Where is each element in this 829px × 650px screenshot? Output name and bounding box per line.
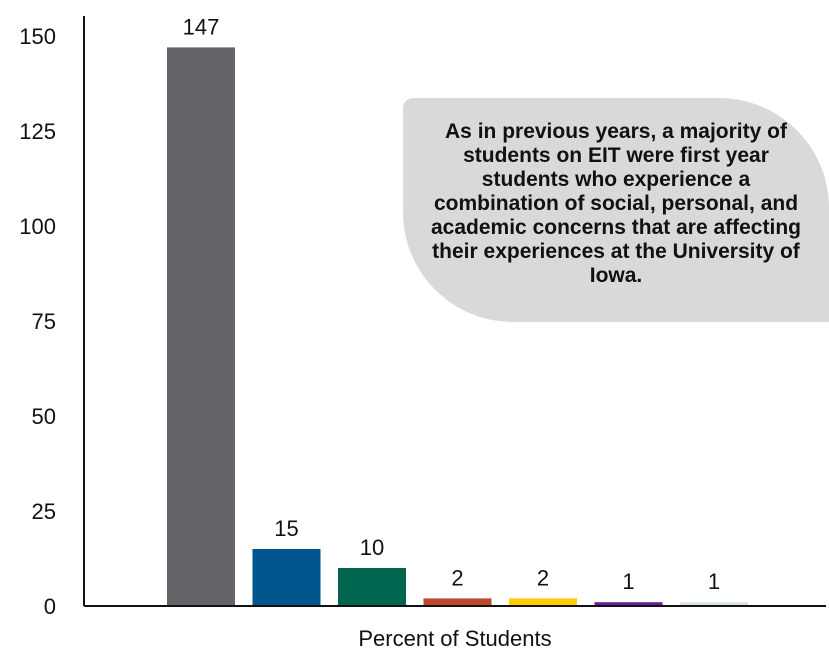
y-tick-label: 150 [19,24,56,49]
bar-value-label: 2 [537,565,549,590]
bar-value-label: 147 [183,14,220,39]
annotation-text: As in previous years, a majority of stud… [431,120,801,287]
y-axis-ticks: 0 25 50 75 100 125 150 [19,24,56,619]
bar-value-label: 2 [451,565,463,590]
y-tick-label: 100 [19,214,56,239]
x-axis-label: Percent of Students [358,626,551,650]
bar [423,598,492,606]
annotation-callout: As in previous years, a majority of stud… [403,98,829,322]
bar-value-label: 1 [622,569,634,594]
y-tick-label: 125 [19,119,56,144]
bar-value-label: 10 [360,535,384,560]
y-tick-label: 50 [32,404,56,429]
bar [252,549,321,606]
y-tick-label: 25 [32,499,56,524]
bar [167,47,235,606]
y-tick-label: 75 [32,309,56,334]
bar [594,602,663,606]
bar [680,602,748,606]
data-labels: 147 15 10 2 2 1 1 [183,14,720,594]
y-tick-label: 0 [44,594,56,619]
bar-value-label: 15 [274,516,298,541]
bars [167,47,748,606]
bar-value-label: 1 [708,569,720,594]
bar [338,568,406,606]
bar [509,598,577,606]
